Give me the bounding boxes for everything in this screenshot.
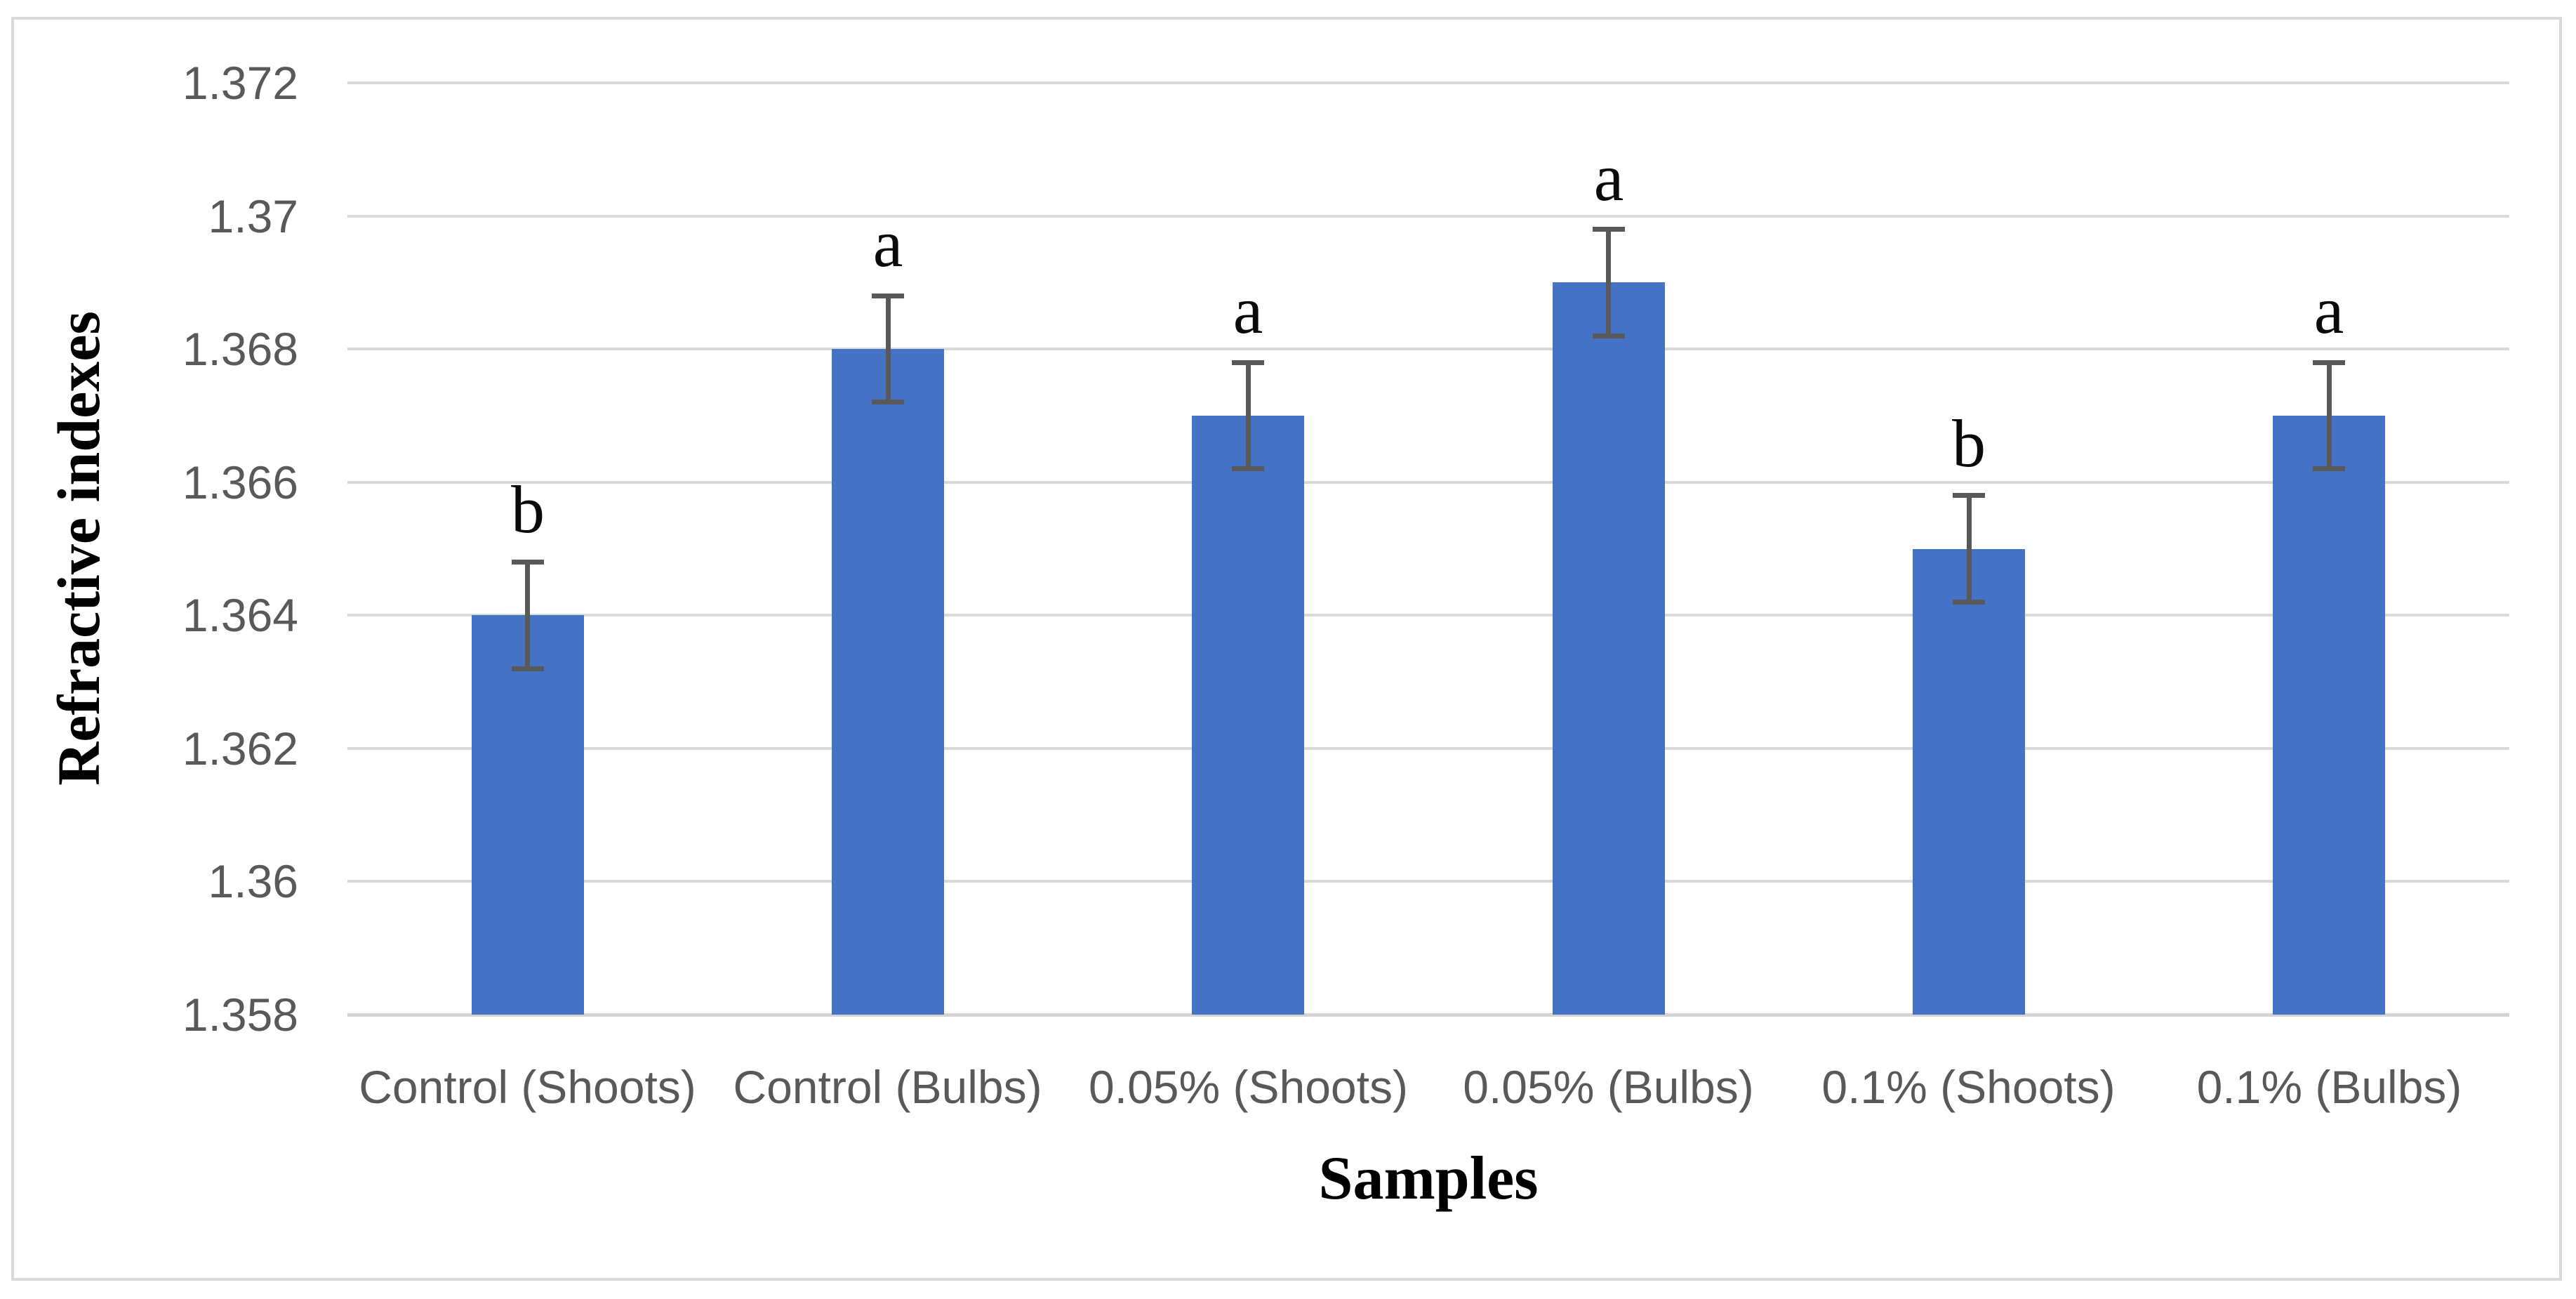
x-axis-title: Samples: [1318, 1145, 1539, 1213]
gridline: [347, 880, 2509, 883]
y-tick-label: 1.364: [182, 589, 298, 641]
error-bar: [1246, 362, 1251, 469]
error-bar: [2327, 362, 2332, 469]
significance-letter: a: [872, 206, 903, 281]
y-tick-label: 1.358: [182, 989, 298, 1041]
error-bar-cap-bottom: [872, 400, 904, 404]
y-tick-label: 1.372: [182, 57, 298, 109]
gridline: [347, 348, 2509, 350]
error-bar-cap-top: [872, 294, 904, 298]
y-tick-label: 1.366: [182, 456, 298, 508]
gridline: [347, 747, 2509, 750]
gridline: [347, 614, 2509, 616]
gridline: [347, 481, 2509, 484]
x-category-label: 0.1% (Bulbs): [2196, 1061, 2462, 1113]
significance-letter: a: [2313, 272, 2344, 348]
error-bar-cap-top: [1232, 360, 1264, 365]
error-bar: [1967, 496, 1972, 602]
significance-letter: b: [511, 472, 545, 547]
significance-letter: a: [1233, 272, 1263, 348]
y-tick-label: 1.368: [182, 323, 298, 375]
gridline: [347, 215, 2509, 218]
error-bar-cap-bottom: [1953, 600, 1985, 605]
bar: [2273, 416, 2385, 1015]
error-bar: [525, 562, 530, 668]
y-tick-label: 1.37: [208, 190, 298, 242]
error-bar-cap-top: [1953, 493, 1985, 498]
bar: [1192, 416, 1304, 1015]
gridline: [347, 81, 2509, 84]
significance-letter: a: [1593, 140, 1624, 215]
x-category-label: Control (Shoots): [359, 1061, 696, 1113]
y-axis-title: Refractive indexes: [45, 311, 112, 786]
bar: [832, 349, 944, 1015]
x-category-label: 0.05% (Bulbs): [1463, 1061, 1754, 1113]
x-category-label: 0.1% (Shoots): [1821, 1061, 2116, 1113]
error-bar-cap-bottom: [512, 666, 544, 671]
y-tick-label: 1.36: [208, 855, 298, 907]
error-bar-cap-top: [2313, 360, 2345, 365]
error-bar-cap-top: [512, 560, 544, 565]
error-bar-cap-top: [1593, 227, 1625, 232]
x-category-label: Control (Bulbs): [733, 1061, 1042, 1113]
x-axis-line: [347, 1013, 2509, 1017]
error-bar-cap-bottom: [2313, 466, 2345, 471]
bar: [1913, 549, 2025, 1015]
error-bar: [1606, 230, 1611, 336]
error-bar-cap-bottom: [1232, 466, 1264, 471]
significance-letter: b: [1952, 406, 1986, 481]
x-category-label: 0.05% (Shoots): [1089, 1061, 1408, 1113]
y-tick-label: 1.362: [182, 723, 298, 774]
error-bar-cap-bottom: [1593, 334, 1625, 338]
error-bar: [886, 296, 891, 402]
bar: [472, 615, 584, 1015]
bar: [1553, 282, 1665, 1015]
